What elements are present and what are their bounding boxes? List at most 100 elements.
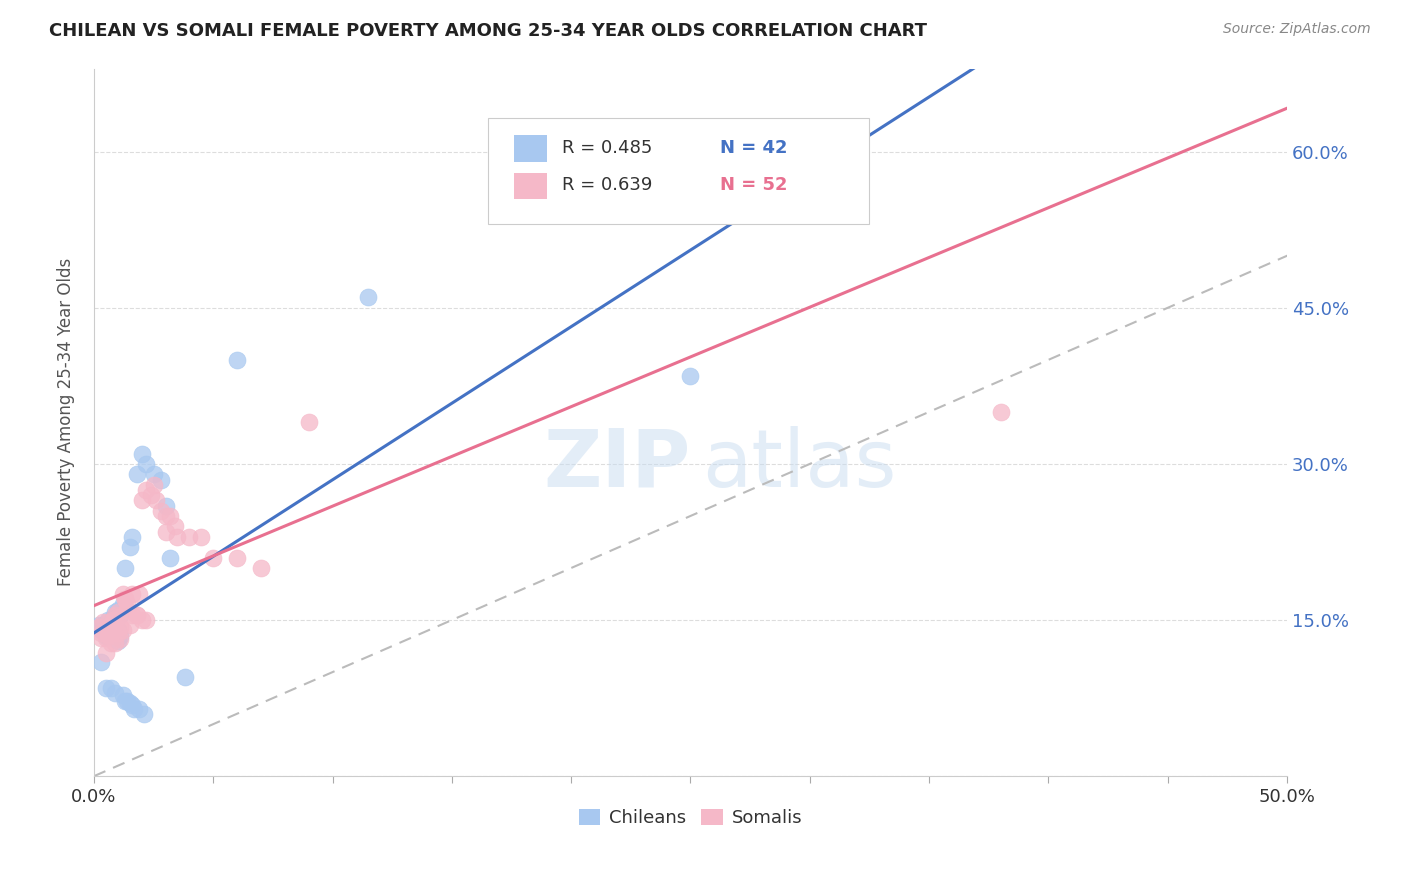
- Point: [94, 631, 117, 645]
- Bar: [513, 172, 547, 200]
- Point: [107, 633, 129, 648]
- Point: [128, 701, 150, 715]
- Point: [179, 530, 201, 544]
- Point: [101, 618, 124, 632]
- Point: [128, 587, 150, 601]
- Point: [100, 636, 122, 650]
- Point: [90, 624, 112, 638]
- Point: [357, 290, 380, 304]
- Point: [107, 610, 129, 624]
- Point: [93, 618, 115, 632]
- Text: ZIP: ZIP: [543, 425, 690, 504]
- Text: R = 0.639: R = 0.639: [561, 177, 652, 194]
- Point: [104, 607, 127, 622]
- Point: [94, 646, 117, 660]
- Point: [100, 681, 122, 695]
- Point: [142, 467, 165, 482]
- Point: [145, 493, 167, 508]
- Point: [114, 592, 136, 607]
- Point: [104, 605, 127, 619]
- Point: [159, 550, 181, 565]
- Point: [165, 519, 187, 533]
- Point: [679, 368, 702, 383]
- Point: [125, 467, 148, 482]
- Point: [87, 620, 110, 634]
- Point: [93, 615, 115, 629]
- Y-axis label: Female Poverty Among 25-34 Year Olds: Female Poverty Among 25-34 Year Olds: [58, 258, 75, 586]
- Point: [135, 483, 157, 497]
- Point: [250, 561, 273, 575]
- Point: [111, 598, 134, 612]
- Point: [121, 587, 143, 601]
- Point: [114, 561, 136, 575]
- Point: [94, 629, 117, 643]
- Point: [107, 605, 129, 619]
- Point: [124, 701, 146, 715]
- Point: [142, 477, 165, 491]
- Point: [87, 618, 110, 632]
- Point: [90, 655, 112, 669]
- Point: [166, 530, 188, 544]
- Point: [155, 524, 177, 539]
- Point: [990, 405, 1012, 419]
- Point: [173, 670, 195, 684]
- Point: [97, 613, 120, 627]
- Point: [94, 681, 117, 695]
- Point: [97, 625, 120, 640]
- Text: N = 42: N = 42: [720, 139, 787, 157]
- Point: [100, 615, 122, 629]
- Point: [101, 620, 124, 634]
- Text: R = 0.485: R = 0.485: [561, 139, 652, 157]
- Point: [107, 625, 129, 640]
- Point: [108, 632, 131, 646]
- Point: [101, 611, 124, 625]
- Point: [226, 352, 249, 367]
- Text: Source: ZipAtlas.com: Source: ZipAtlas.com: [1223, 22, 1371, 37]
- Point: [132, 706, 155, 721]
- Point: [226, 550, 249, 565]
- Point: [135, 613, 157, 627]
- Point: [107, 624, 129, 638]
- Point: [114, 592, 136, 607]
- Point: [100, 618, 122, 632]
- Point: [97, 627, 120, 641]
- Point: [679, 145, 702, 159]
- Point: [104, 636, 127, 650]
- Text: N = 52: N = 52: [720, 177, 787, 194]
- Point: [202, 550, 225, 565]
- Point: [121, 530, 143, 544]
- Point: [121, 698, 143, 713]
- Point: [111, 688, 134, 702]
- Point: [135, 457, 157, 471]
- Point: [108, 629, 131, 643]
- Point: [90, 631, 112, 645]
- Point: [149, 504, 172, 518]
- Point: [111, 587, 134, 601]
- Point: [114, 694, 136, 708]
- Point: [125, 607, 148, 622]
- Point: [117, 602, 139, 616]
- Point: [97, 615, 120, 629]
- Bar: [513, 135, 547, 162]
- Point: [131, 493, 153, 508]
- Point: [118, 696, 141, 710]
- Point: [121, 607, 143, 622]
- Point: [118, 540, 141, 554]
- Point: [155, 499, 177, 513]
- Point: [118, 618, 141, 632]
- Legend: Chileans, Somalis: Chileans, Somalis: [571, 802, 810, 834]
- Point: [149, 473, 172, 487]
- FancyBboxPatch shape: [488, 118, 869, 224]
- Point: [125, 607, 148, 622]
- Point: [155, 508, 177, 523]
- Point: [90, 625, 112, 640]
- Point: [101, 613, 124, 627]
- Point: [108, 620, 131, 634]
- Point: [131, 446, 153, 460]
- Point: [117, 694, 139, 708]
- Point: [298, 415, 321, 429]
- Point: [131, 613, 153, 627]
- Point: [108, 607, 131, 622]
- Point: [107, 602, 129, 616]
- Text: CHILEAN VS SOMALI FEMALE POVERTY AMONG 25-34 YEAR OLDS CORRELATION CHART: CHILEAN VS SOMALI FEMALE POVERTY AMONG 2…: [49, 22, 927, 40]
